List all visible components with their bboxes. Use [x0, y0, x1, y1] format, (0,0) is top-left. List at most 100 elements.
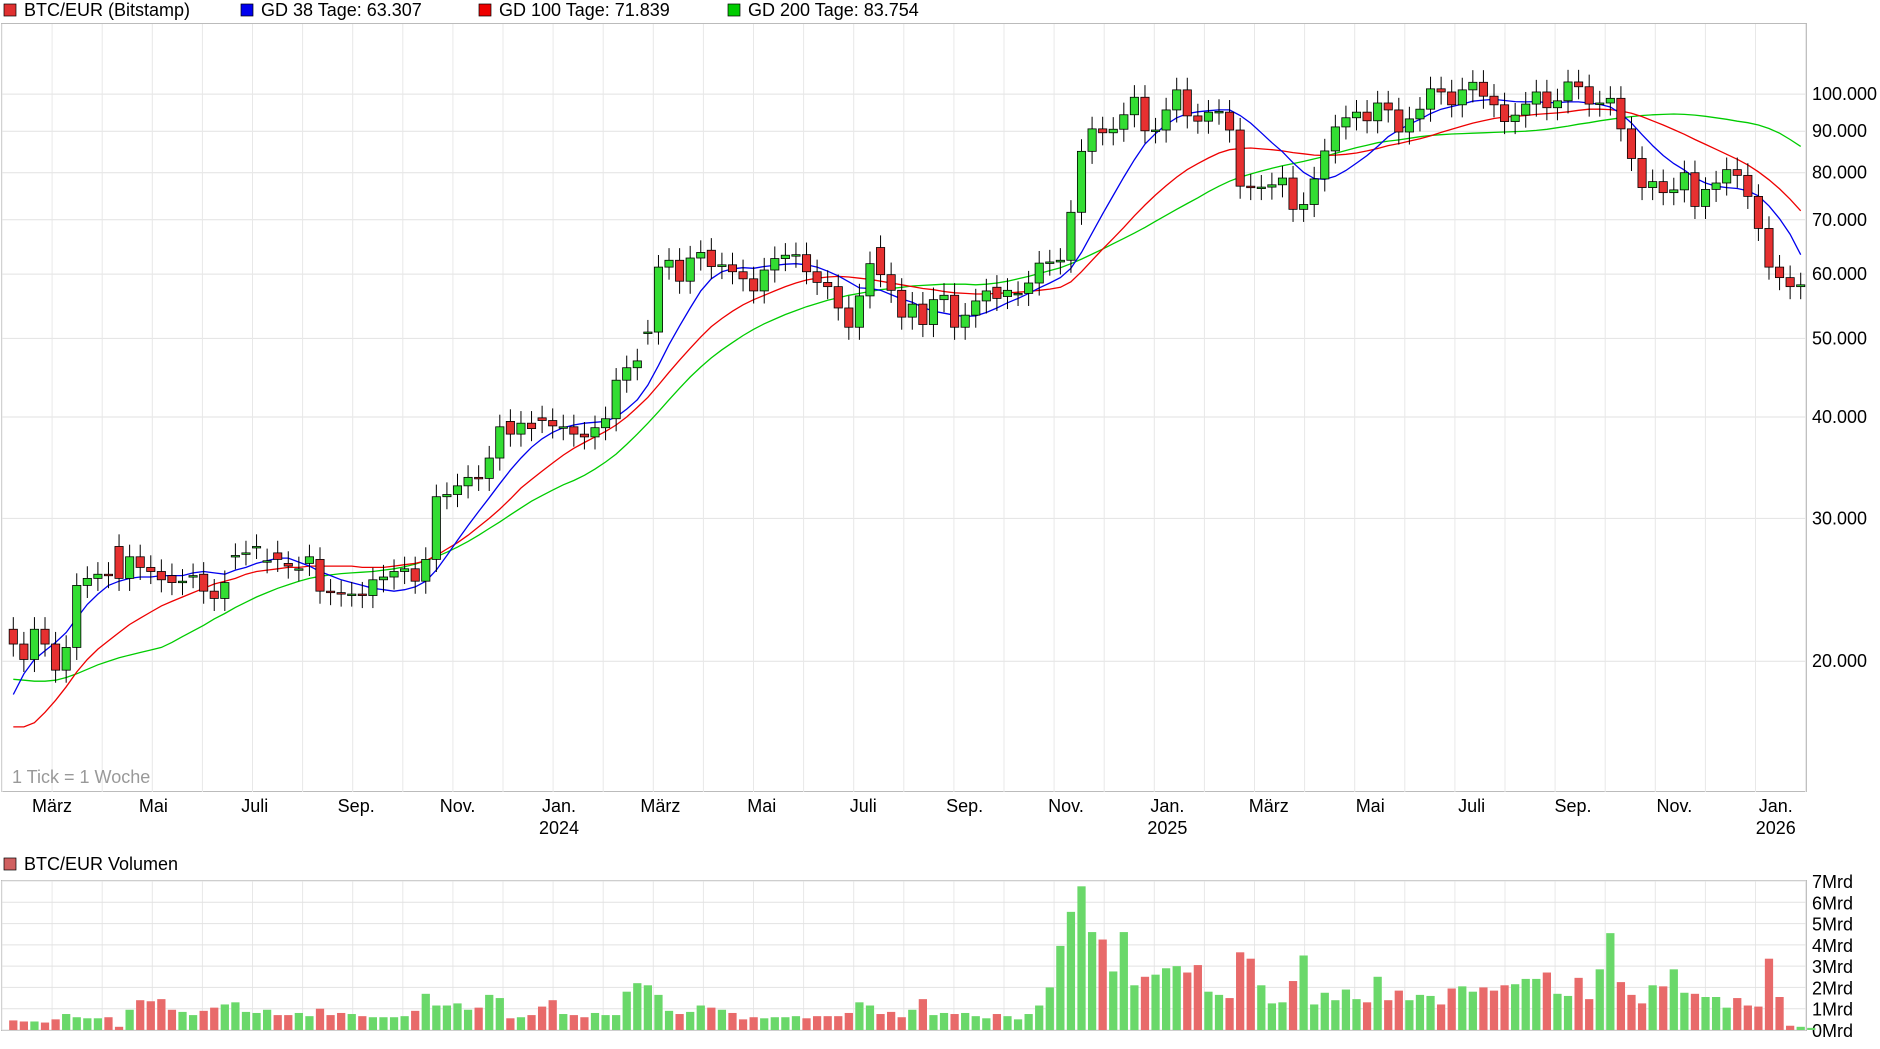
- candle-body-up: [463, 476, 473, 487]
- ma200-line: [13, 113, 1802, 682]
- volume-bar: [633, 983, 642, 1030]
- candle: [1785, 265, 1795, 300]
- candle-body-down: [1584, 86, 1594, 105]
- volume-bar: [72, 1017, 81, 1030]
- volume-bar: [1214, 994, 1224, 1030]
- volume-y-tick-label: 0Mrd: [1812, 1021, 1853, 1041]
- candle: [304, 544, 314, 576]
- candle-body-down: [336, 592, 346, 595]
- legend-swatch-price: [3, 3, 17, 17]
- candle: [1404, 106, 1414, 145]
- candle: [1700, 177, 1711, 219]
- candle: [601, 406, 611, 441]
- price-y-tick-label: 90.000: [1812, 121, 1867, 141]
- volume-bar: [654, 994, 663, 1030]
- volume-bar: [1447, 988, 1456, 1030]
- x-tick-year-label: 2026: [1756, 818, 1796, 838]
- candle-body-down: [801, 254, 812, 273]
- candle: [1563, 69, 1573, 114]
- candle: [876, 235, 886, 288]
- candle-body-up: [696, 252, 706, 259]
- candle-body-up: [1341, 117, 1351, 128]
- candle: [135, 544, 145, 580]
- candle: [569, 414, 579, 447]
- volume-bar: [1764, 958, 1774, 1030]
- candle: [1151, 117, 1161, 144]
- volume-bar: [305, 1016, 314, 1030]
- candle: [918, 291, 928, 338]
- volume-bar: [1394, 990, 1403, 1030]
- candle: [928, 287, 938, 338]
- volume-bar: [1722, 1007, 1731, 1030]
- candle-body-down: [1658, 181, 1668, 194]
- candle: [1648, 169, 1658, 201]
- candle: [1235, 117, 1245, 199]
- volume-bar: [1616, 982, 1626, 1030]
- candle: [1098, 116, 1108, 146]
- candle-body-up: [1066, 211, 1076, 261]
- volume-title: BTC/EUR Volumen: [24, 854, 178, 874]
- ma38-layer: [12, 98, 1802, 695]
- candle: [82, 566, 92, 598]
- candle: [1330, 114, 1340, 164]
- candle: [421, 547, 431, 594]
- candle: [146, 555, 156, 585]
- volume-bar: [908, 1009, 917, 1030]
- candle-body-down: [1246, 185, 1256, 189]
- volume-bar: [537, 1006, 547, 1030]
- candle: [1394, 97, 1404, 145]
- volume-bar: [1701, 997, 1710, 1030]
- candle-body-up: [252, 546, 262, 549]
- candle: [749, 266, 759, 304]
- x-tick-month-label: Mai: [747, 796, 776, 816]
- candle: [1521, 91, 1531, 128]
- candle-body-down: [675, 259, 685, 282]
- candle: [1351, 100, 1362, 131]
- candle-body-down: [357, 593, 367, 596]
- volume-bar: [1659, 986, 1668, 1030]
- candle-body-up: [1034, 262, 1044, 284]
- candle: [400, 556, 410, 585]
- price-y-tick-label: 30.000: [1812, 508, 1867, 528]
- candle: [1679, 160, 1689, 203]
- candle: [1584, 74, 1594, 117]
- candle: [209, 579, 219, 612]
- volume-bar: [1109, 971, 1118, 1030]
- volume-bar: [1669, 969, 1678, 1030]
- candle: [72, 573, 82, 660]
- candle: [653, 254, 663, 345]
- candle: [981, 278, 991, 314]
- volume-bar: [284, 1015, 293, 1030]
- candle: [1076, 139, 1087, 225]
- candle: [791, 242, 801, 268]
- volume-bar: [1320, 992, 1329, 1030]
- volume-bar: [1341, 989, 1351, 1030]
- candle-body-up: [93, 573, 103, 579]
- volume-bar: [389, 1017, 399, 1030]
- ma200-layer: [13, 113, 1802, 682]
- candle-body-down: [1383, 102, 1393, 111]
- candle: [632, 348, 642, 381]
- candle-body-down: [1690, 172, 1700, 207]
- volume-bar: [971, 1016, 980, 1030]
- candle-body-down: [1489, 95, 1499, 106]
- volume-bar: [485, 994, 494, 1030]
- candle: [199, 562, 209, 604]
- candle: [516, 411, 526, 447]
- candle: [1637, 146, 1647, 201]
- candle-body-up: [1309, 178, 1319, 205]
- volume-bar: [1098, 939, 1107, 1030]
- candle-body-up: [1722, 169, 1732, 184]
- price-y-tick-label: 40.000: [1812, 407, 1867, 427]
- candle: [378, 564, 388, 593]
- candle: [103, 562, 114, 589]
- volume-bar: [516, 1017, 526, 1030]
- candle-body-down: [706, 249, 716, 267]
- candle-body-up: [389, 571, 399, 578]
- candle: [833, 274, 843, 321]
- volume-bar: [474, 1007, 483, 1030]
- price-gridlines: [1, 24, 1807, 792]
- candle: [1743, 163, 1753, 209]
- candle-body-up: [262, 560, 272, 563]
- candle: [1616, 86, 1626, 142]
